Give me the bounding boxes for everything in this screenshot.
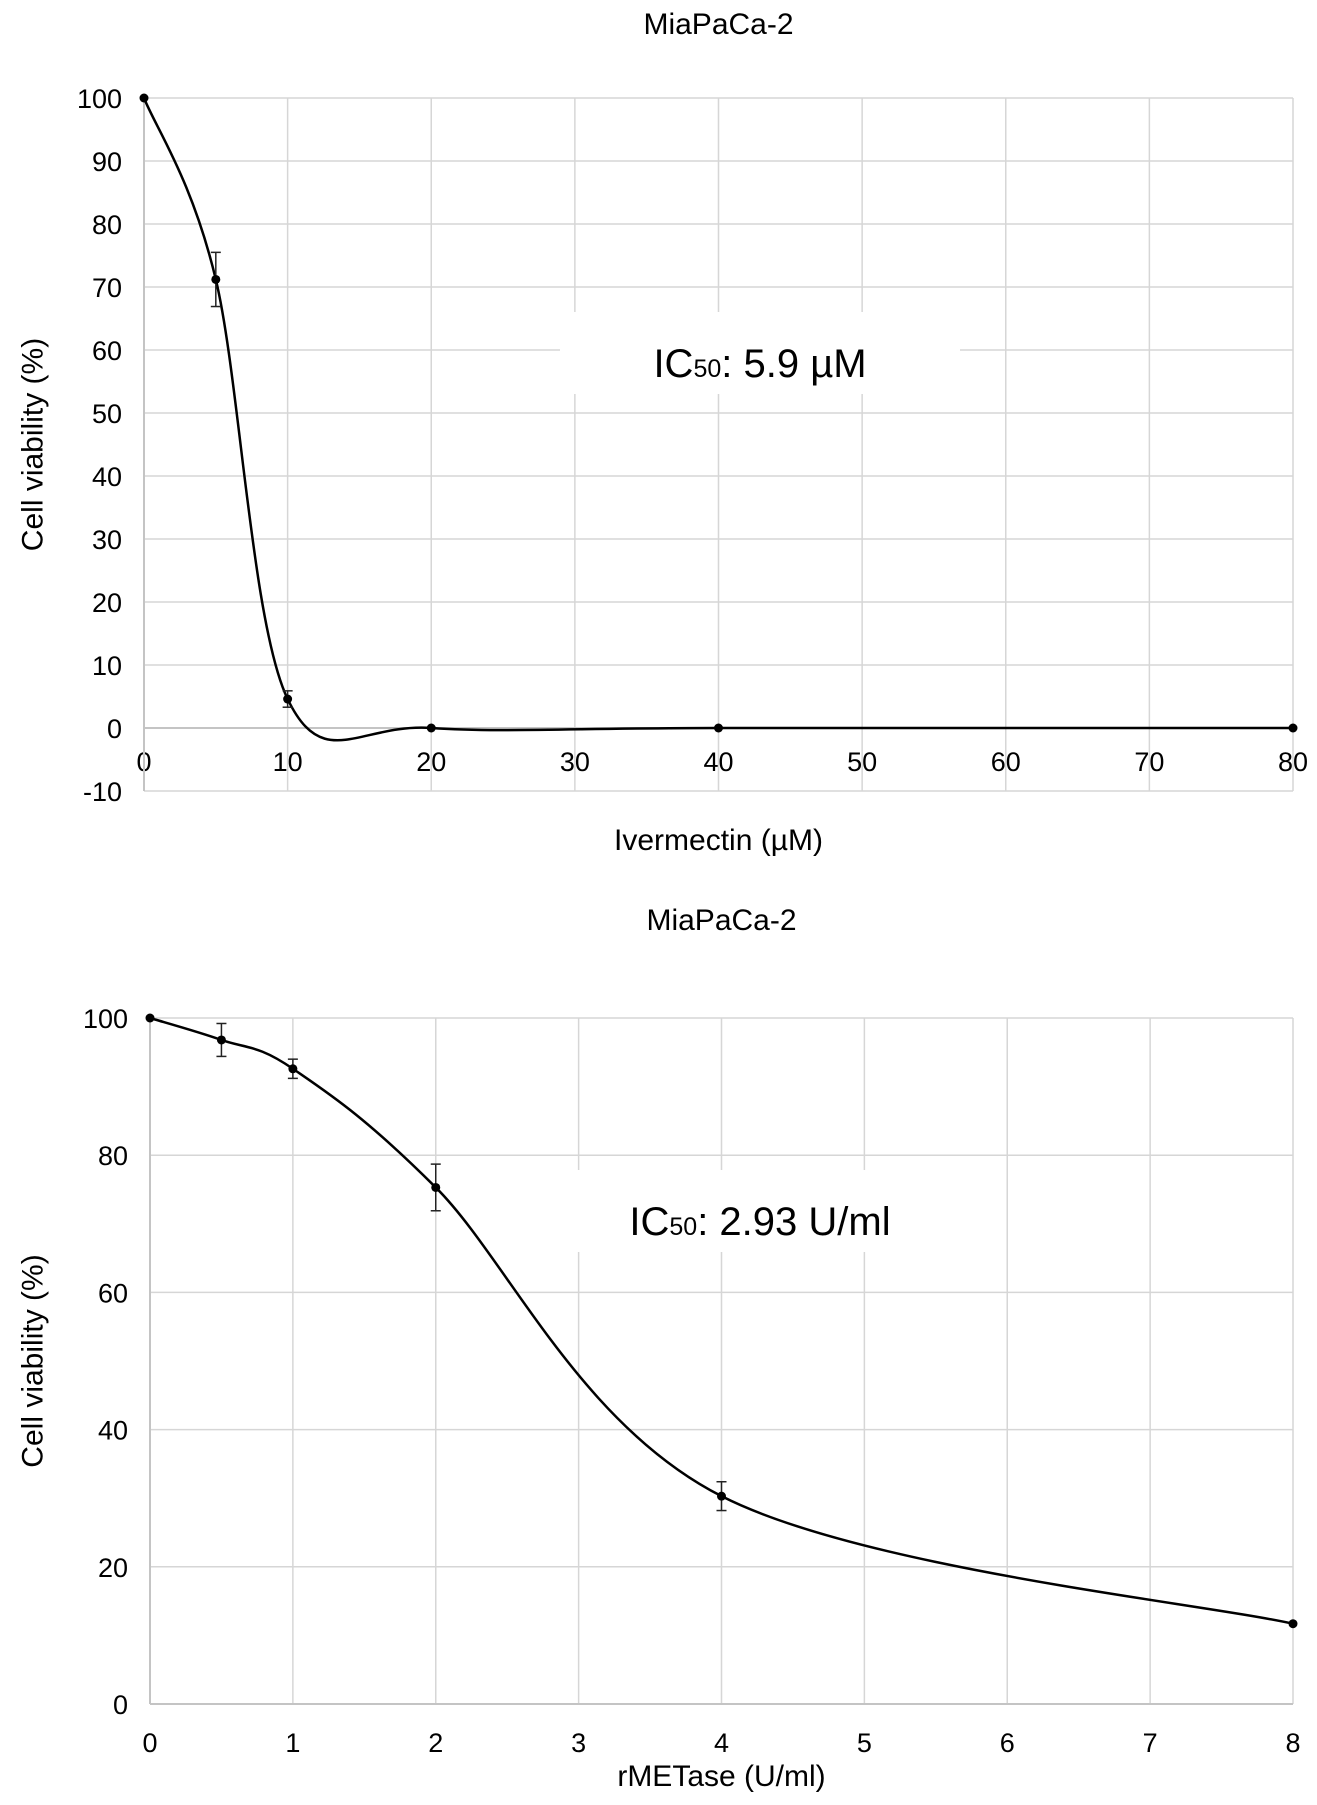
y-tick-label: -10 [83,777,122,807]
x-tick-label: 4 [714,1728,729,1758]
x-tick-label: 70 [1134,747,1164,777]
y-tick-label: 20 [92,588,122,618]
y-tick-label: 30 [92,525,122,555]
y-tick-label: 70 [92,273,122,303]
data-point [1288,1619,1298,1629]
x-tick-label: 60 [991,747,1021,777]
y-tick-label: 10 [92,651,122,681]
ic50-annotation: IC50: 5.9 µM [653,342,866,386]
y-tick-label: 20 [98,1553,128,1583]
y-axis-label: Cell viability (%) [17,338,50,551]
y-tick-label: 80 [98,1141,128,1171]
y-tick-label: 90 [92,147,122,177]
x-tick-label: 3 [571,1728,586,1758]
x-tick-label: 0 [142,1728,157,1758]
data-point [211,274,221,284]
y-tick-label: 40 [92,462,122,492]
annotation-box [560,312,960,394]
x-tick-label: 7 [1143,1728,1158,1758]
x-tick-label: 80 [1278,747,1308,777]
x-axis-label: Ivermectin (µM) [614,824,823,857]
y-tick-label: 0 [107,714,122,744]
data-point [216,1035,226,1045]
x-tick-label: 6 [1000,1728,1015,1758]
x-tick-label: 50 [847,747,877,777]
data-point [283,694,293,704]
x-tick-label: 20 [416,747,446,777]
x-tick-label: 5 [857,1728,872,1758]
y-tick-label: 100 [83,1004,128,1034]
x-tick-label: 1 [285,1728,300,1758]
data-point [717,1491,726,1501]
x-axis-label: rMETase (U/ml) [617,1760,825,1793]
y-tick-label: 80 [92,210,122,240]
chart-1: -100102030405060708090100010203040506070… [17,8,1309,857]
data-point [288,1064,298,1074]
x-tick-label: 8 [1285,1728,1300,1758]
data-point [431,1182,441,1192]
x-tick-label: 10 [273,747,303,777]
data-point [145,1013,155,1023]
chart-2: 0 20 40 60 80 100 0 1 2 3 4 5 6 7 8 IC50: 2.93 U/ml MiaP… [17,904,1301,1793]
x-tick-label: 30 [560,747,590,777]
y-axis-label: Cell viability (%) [17,1254,50,1467]
data-point [714,723,723,733]
y-tick-label: 60 [92,336,122,366]
y-tick-label: 100 [77,84,122,114]
series-line [149,1016,1294,1625]
y-tick-label: 50 [92,399,122,429]
y-tick-label: 0 [113,1690,128,1720]
x-tick-label: 2 [428,1728,443,1758]
y-tick-label: 60 [98,1278,128,1308]
annotation-box [540,1170,980,1252]
x-tick-label: 40 [703,747,733,777]
data-point [1288,723,1298,733]
ic50-annotation: IC50: 2.93 U/ml [629,1200,890,1244]
y-tick-label: 40 [98,1416,128,1446]
data-point [139,93,149,103]
chart-title: MiaPaCa-2 [643,8,793,41]
chart-title: MiaPaCa-2 [646,904,796,937]
data-point [426,723,436,733]
